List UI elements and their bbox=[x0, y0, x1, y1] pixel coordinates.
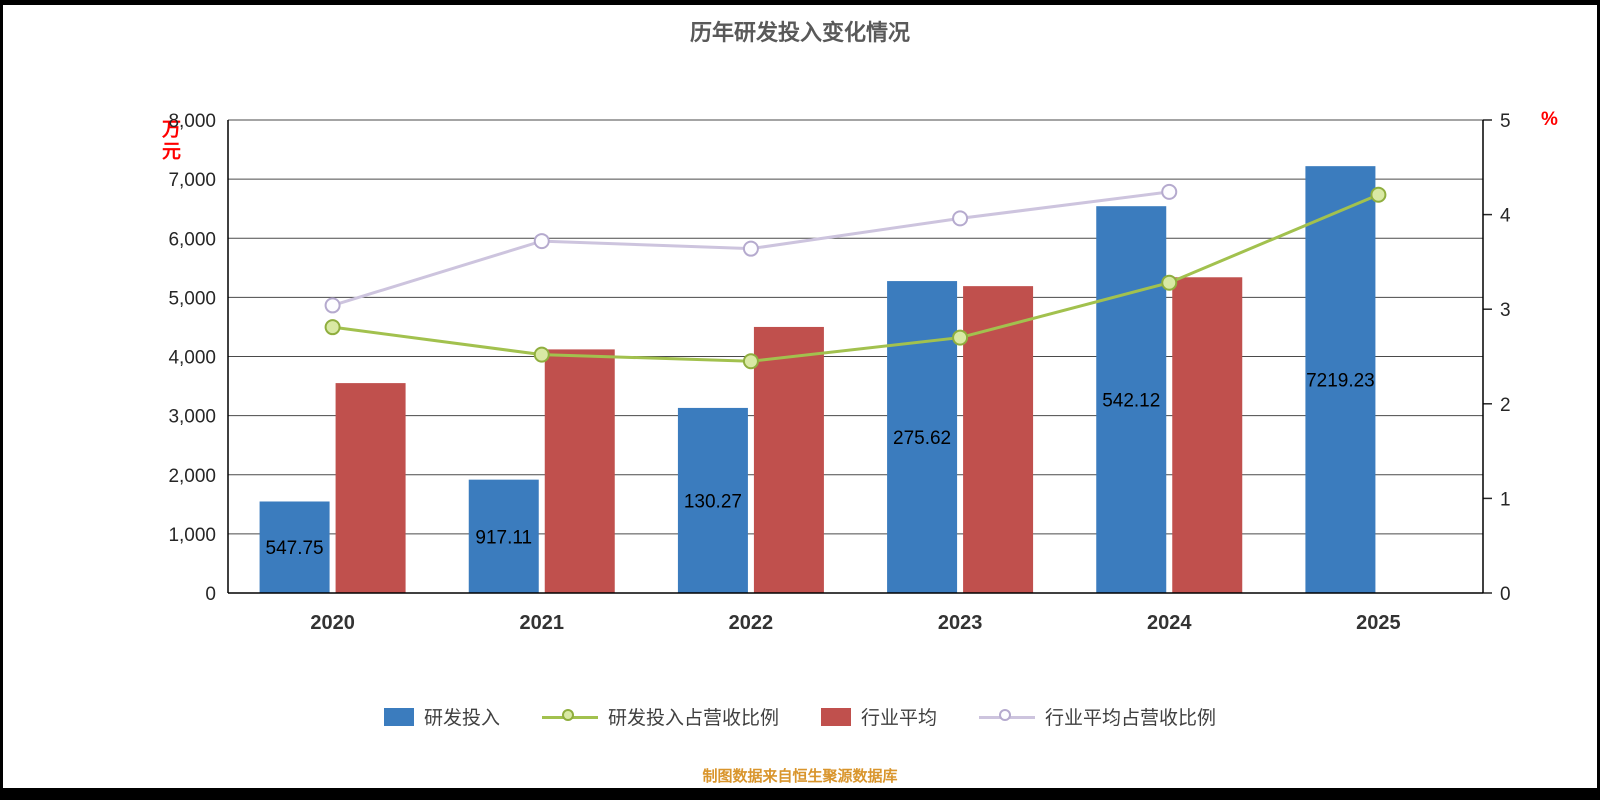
bar-value-label: 7219.23 bbox=[1306, 371, 1375, 392]
legend-label-industry-average: 行业平均 bbox=[861, 708, 938, 729]
rd-investment-bar bbox=[887, 281, 958, 593]
right-axis-tick-label: 4 bbox=[1500, 206, 1511, 227]
legend-marker bbox=[561, 708, 574, 721]
legend-item-industry-ratio[interactable]: 行业平均占营收比例 bbox=[979, 703, 1216, 730]
x-axis-tick-label: 2021 bbox=[520, 612, 565, 634]
bar-value-label: 130.27 bbox=[684, 491, 742, 512]
left-axis-tick-label: 7,000 bbox=[168, 170, 216, 191]
chart-title: 历年研发投入变化情况 bbox=[689, 20, 910, 45]
industry-ratio-marker bbox=[533, 233, 550, 250]
left-axis-tick-label: 3,000 bbox=[168, 407, 216, 428]
legend-label-rd-ratio: 研发投入占营收比例 bbox=[607, 708, 779, 729]
right-axis-tick-label: 5 bbox=[1500, 111, 1511, 132]
x-axis-tick-label: 2022 bbox=[729, 612, 774, 634]
industry-ratio-marker bbox=[742, 240, 759, 257]
industry-ratio-swatch bbox=[979, 708, 1036, 726]
x-axis-tick-label: 2025 bbox=[1356, 612, 1401, 634]
bar-value-label: 275.62 bbox=[893, 428, 951, 449]
left-axis-tick-label: 2,000 bbox=[168, 466, 216, 487]
rd-ratio-marker bbox=[742, 353, 759, 370]
left-axis-tick-label: 0 bbox=[205, 584, 216, 605]
rd-investment-bar bbox=[468, 479, 539, 593]
rd-ratio-swatch bbox=[541, 708, 598, 726]
legend: 研发投入 研发投入占营收比例 行业平均 行业平均占营收比例 bbox=[3, 703, 1597, 730]
rd-ratio-marker bbox=[1161, 274, 1178, 291]
left-axis-unit-label: 万元 bbox=[159, 119, 180, 163]
bar-value-label: 917.11 bbox=[475, 527, 532, 548]
rd-ratio-marker bbox=[1370, 186, 1387, 203]
source-note: 制图数据来自恒生聚源数据库 bbox=[702, 768, 898, 785]
legend-label-industry-ratio: 行业平均占营收比例 bbox=[1045, 708, 1217, 729]
left-axis-tick-label: 4,000 bbox=[168, 348, 216, 369]
right-axis-tick-label: 3 bbox=[1500, 300, 1511, 321]
left-axis-tick-label: 5,000 bbox=[168, 288, 216, 309]
industry-ratio-marker bbox=[324, 297, 341, 314]
rd-ratio-line bbox=[332, 193, 1379, 363]
industry-average-bar bbox=[544, 349, 615, 593]
industry-ratio-marker bbox=[952, 210, 969, 227]
rd-investment-bar bbox=[1096, 206, 1167, 594]
right-axis-unit-label: % bbox=[1541, 109, 1558, 130]
rd-investment-bar bbox=[259, 501, 330, 593]
industry-average-bar bbox=[1172, 277, 1243, 593]
x-axis-tick-label: 2023 bbox=[938, 612, 983, 634]
rd-ratio-marker bbox=[533, 346, 550, 363]
x-axis-tick-label: 2024 bbox=[1147, 612, 1192, 634]
rd-ratio-marker bbox=[324, 319, 341, 336]
rd-investment-bar bbox=[1305, 166, 1376, 593]
legend-item-rd-ratio[interactable]: 研发投入占营收比例 bbox=[541, 703, 779, 730]
right-axis-tick-label: 1 bbox=[1500, 489, 1511, 510]
right-axis-tick-label: 2 bbox=[1500, 395, 1511, 416]
legend-label-rd-investment: 研发投入 bbox=[423, 708, 500, 729]
right-axis-tick-label: 0 bbox=[1500, 584, 1511, 605]
legend-item-rd-investment[interactable]: 研发投入 bbox=[383, 703, 500, 730]
x-axis-tick-label: 2020 bbox=[310, 612, 355, 634]
industry-average-bar bbox=[335, 383, 406, 593]
industry-average-bar bbox=[753, 326, 824, 593]
rd-investment-swatch bbox=[383, 707, 414, 726]
left-axis-tick-label: 1,000 bbox=[168, 525, 216, 546]
rd-investment-bar bbox=[677, 407, 748, 593]
left-axis-tick-label: 8,000 bbox=[168, 111, 216, 132]
industry-average-swatch bbox=[821, 707, 851, 726]
rd-ratio-marker bbox=[952, 329, 969, 346]
plot-area: 0 1,000 2,000 3,000 4,000 5,000 6,000 7,000 8,00… bbox=[168, 111, 1511, 634]
left-axis-tick-label: 6,000 bbox=[168, 229, 216, 250]
bar-value-label: 547.75 bbox=[266, 538, 324, 559]
legend-item-industry-average[interactable]: 行业平均 bbox=[821, 703, 937, 730]
industry-average-bar bbox=[963, 286, 1034, 593]
legend-marker bbox=[999, 708, 1012, 721]
industry-ratio-marker bbox=[1161, 183, 1178, 200]
bar-value-label: 542.12 bbox=[1102, 391, 1160, 412]
